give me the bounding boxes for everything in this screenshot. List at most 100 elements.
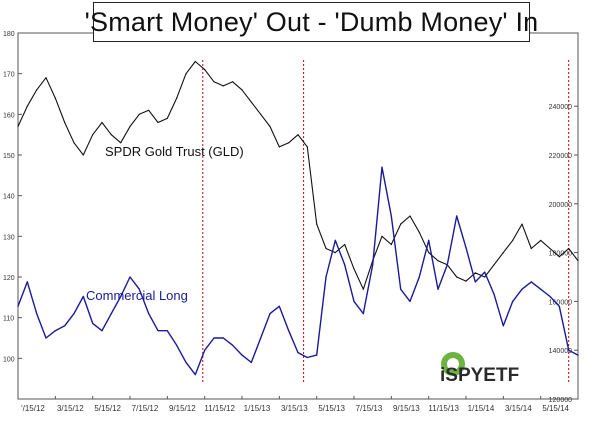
commercial-long-point [306,356,308,359]
logo-text: iSPYETF [440,365,519,386]
chart-title-box: 'Smart Money' Out - 'Dumb Money' In [85,2,538,42]
commercial-long-point [484,271,486,273]
commercial-long-point [176,344,178,346]
gld-point [129,125,131,128]
gld-point [73,142,75,144]
x-tick-label: 7/15/13 [356,404,383,413]
gld-point [260,113,262,115]
gld-point [409,215,411,217]
commercial-long-point [278,305,280,307]
commercial-annotation: Commercial Long [86,288,188,303]
commercial-long-point [101,330,103,332]
commercial-long-point [250,361,252,363]
gld-point [138,113,140,115]
commercial-long-point [334,239,336,241]
gld-point [269,125,271,128]
gld-point [213,81,215,83]
commercial-long-point [344,264,346,266]
right-axis: 240000 220000 200000 180000 160000 140000 1200… [549,104,578,404]
gld-point [64,121,66,124]
chart-title: 'Smart Money' Out - 'Dumb Money' In [84,6,539,37]
x-tick-label: 3/15/14 [505,404,532,413]
left-tick-label: 140 [3,194,15,201]
x-tick-label: '/15/12 [21,404,45,413]
left-tick-label: 150 [3,153,15,160]
commercial-long-point [390,215,392,217]
gld-point [92,134,94,136]
gld-point [110,134,112,136]
commercial-long-point [54,330,56,332]
commercial-long-point [222,337,224,339]
x-tick-label: 11/15/13 [428,404,459,413]
x-tick-label: 1/15/14 [468,404,495,413]
commercial-long-point [372,264,374,266]
gld-point [484,276,486,278]
commercial-long-point [530,281,532,283]
gld-point [26,105,28,107]
commercial-long-point [92,322,94,324]
commercial-long-point [194,374,196,376]
gld-point [502,252,504,254]
commercial-long-point [465,247,467,249]
commercial-long-point [437,288,439,290]
gld-point [465,280,467,282]
gld-point [45,77,47,79]
gld-point [222,85,224,87]
commercial-long-point [353,300,355,302]
commercial-long-point [325,276,327,278]
commercial-long-point [540,288,542,290]
marker-lines [202,60,570,384]
commercial-long-point [73,313,75,315]
left-tick-label: 110 [3,316,14,323]
commercial-long-point [138,288,140,290]
gld-point [334,252,336,254]
gld-point [101,121,103,124]
gld-point [204,69,206,71]
gld-point [82,154,84,156]
gld-point [549,247,551,250]
x-tick-label: 3/15/12 [57,404,84,413]
right-tick-label: 120000 [549,397,572,404]
commercial-long-point [577,354,579,356]
right-tick-label: 240000 [549,104,572,111]
right-tick-label: 220000 [549,153,572,160]
x-tick-label: 9/15/12 [169,404,196,413]
commercial-long-point [260,337,262,339]
commercial-long-point [568,349,570,351]
gld-point [232,81,234,83]
commercial-long-point [288,330,290,332]
gld-point [278,146,280,148]
gld-point [568,247,570,250]
commercial-long-point [362,313,364,315]
commercial-long-point [110,313,112,315]
commercial-long-point [120,295,122,298]
ispyetf-logo: iSPYETF [440,352,519,386]
gld-point [250,101,252,103]
x-tick-label: 7/15/12 [132,404,159,413]
commercial-long-point [502,325,504,327]
x-tick-label: 11/15/12 [204,404,235,413]
gld-point [512,239,514,241]
commercial-long-point [213,337,215,339]
x-tick-label: 5/15/14 [542,404,569,413]
commercial-long-point [521,288,523,290]
commercial-long-point [558,305,560,307]
commercial-long-point [549,295,551,298]
commercial-long-point [241,354,243,356]
gld-point [194,60,196,63]
gld-point [325,247,327,250]
commercial-long-point [269,313,271,315]
gld-point [176,97,178,99]
x-tick-label: 5/15/12 [94,404,121,413]
left-tick-label: 180 [3,31,15,38]
commercial-long-point [446,264,448,266]
gld-point [474,272,476,274]
commercial-long-point [82,295,84,298]
gld-point [17,125,19,128]
commercial-long-point [409,300,411,302]
series-layer [17,60,579,376]
commercial-long-point [297,352,299,354]
commercial-long-point [316,354,318,356]
commercial-long-point [26,281,28,283]
